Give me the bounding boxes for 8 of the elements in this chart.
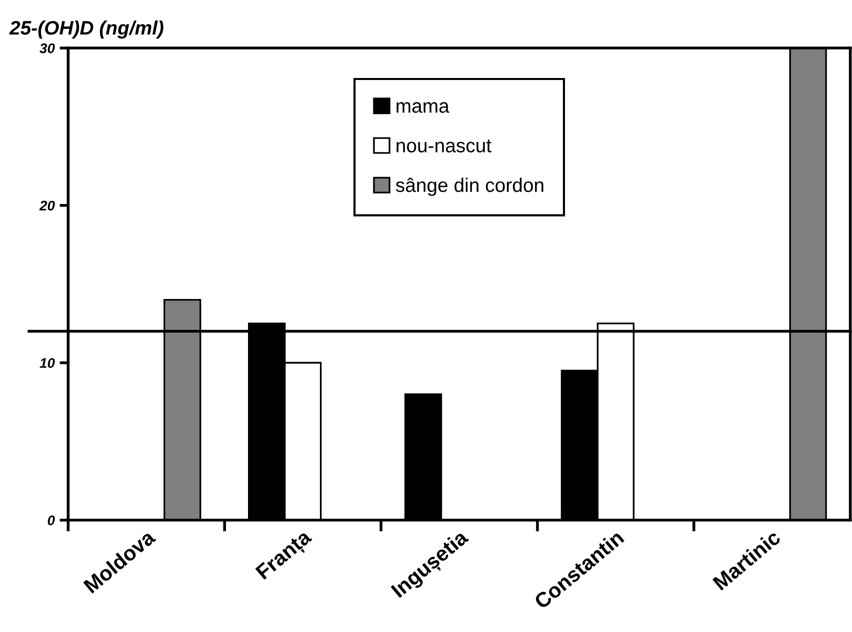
legend-label: mama [396, 102, 450, 113]
legend-label: sânge din cordon [396, 178, 544, 196]
y-tick-label: 20 [39, 200, 55, 211]
y-tick-label: 10 [40, 358, 55, 368]
y-tick-label: 0 [48, 515, 55, 526]
legend-label: nou-nascut [396, 140, 492, 152]
y-axis-title: 25-(OH)D (ng/ml) [9, 20, 164, 39]
y-tick-label: 30 [40, 43, 55, 54]
